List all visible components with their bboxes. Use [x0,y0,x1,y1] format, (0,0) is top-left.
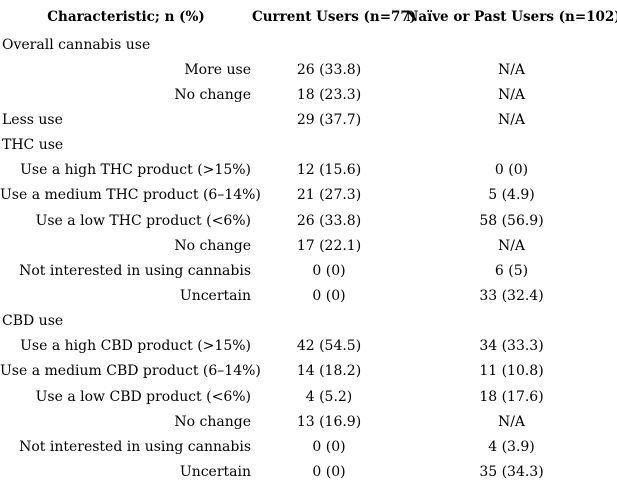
table-row: THC use [0,133,617,158]
naive-past-users-cell: N/A [497,86,526,103]
naive-past-users-cell: N/A [497,237,526,254]
table-header: Characteristic; n (%) Current Users (n=7… [0,0,617,32]
current-users-cell: 0 (0) [312,438,346,455]
current-users-cell: 0 (0) [312,262,346,279]
table-row: Use a high CBD product (>15%) 42 (54.5) 34… [0,334,617,359]
table-row: No change 18 (23.3) N/A [0,82,617,107]
row-label: No change [174,86,251,103]
current-users-cell: 14 (18.2) [296,363,362,380]
row-label: THC use [2,137,64,154]
table-row: No change 13 (16.9) N/A [0,409,617,434]
current-users-cell: 4 (5.2) [305,388,353,405]
table-row: Overall cannabis use [0,32,617,57]
table-row: Use a low THC product (<6%) 26 (33.8) 58 (… [0,208,617,233]
current-users-cell: 26 (33.8) [296,61,362,78]
current-users-cell: 21 (27.3) [296,187,362,204]
current-users-cell: 0 (0) [312,287,346,304]
row-label: Less use [2,111,63,128]
naive-past-users-cell: N/A [497,61,526,78]
current-users-cell: 13 (16.9) [296,413,362,430]
naive-past-users-cell: 58 (56.9) [479,212,544,229]
current-users-cell: 42 (54.5) [296,338,362,355]
naive-past-users-cell: 18 (17.6) [479,388,544,405]
row-label: Use a medium CBD product (6–14%) [0,363,261,380]
current-users-cell: 17 (22.1) [296,237,362,254]
row-label: Use a medium THC product (6–14%) [0,187,261,204]
row-label: No change [174,237,251,254]
naive-past-users-cell: 35 (34.3) [479,463,544,480]
table-row: Uncertain 0 (0) 33 (32.4) [0,283,617,308]
naive-past-users-cell: 4 (3.9) [488,438,535,455]
current-users-cell: 26 (33.8) [296,212,362,229]
table-row: Not interested in using cannabis 0 (0) 6 (… [0,258,617,283]
current-users-cell [252,309,406,334]
current-users-cell: 29 (37.7) [296,111,362,128]
row-label: Use a low CBD product (<6%) [35,388,251,405]
naive-past-users-cell: 5 (4.9) [488,187,535,204]
current-users-cell [252,32,406,57]
naive-past-users-cell [406,309,617,334]
col-header-characteristic: Characteristic; n (%) [47,9,205,25]
col-header-current-users: Current Users (n=77) [252,9,417,25]
table-row: Use a high THC product (>15%) 12 (15.6) 0 … [0,158,617,183]
row-label: Uncertain [179,287,251,304]
naive-past-users-cell: 11 (10.8) [479,363,544,380]
row-label: Not interested in using cannabis [19,262,251,279]
row-label: Uncertain [179,463,251,480]
row-label: More use [184,61,251,78]
current-users-cell: 12 (15.6) [296,162,362,179]
row-label: Use a high THC product (>15%) [20,162,251,179]
naive-past-users-cell: N/A [497,111,526,128]
table-body: Overall cannabis use More use 26 (33.8) N/A… [0,32,617,483]
row-label: CBD use [2,313,64,330]
table-row: Uncertain 0 (0) 35 (34.3) [0,459,617,483]
row-label: Not interested in using cannabis [19,438,251,455]
table-row: Use a low CBD product (<6%) 4 (5.2) 18 (17… [0,384,617,409]
naive-past-users-cell: 33 (32.4) [479,287,544,304]
table-row: Use a medium CBD product (6–14%) 14 (18.2… [0,359,617,384]
row-label: Overall cannabis use [2,36,151,53]
current-users-cell [252,133,406,158]
naive-past-users-cell [406,32,617,57]
naive-past-users-cell: 0 (0) [494,162,529,179]
col-header-naive-past-users: Naïve or Past Users (n=102) [406,9,617,25]
header-row: Characteristic; n (%) Current Users (n=7… [0,0,617,32]
row-label: Use a high CBD product (>15%) [20,338,251,355]
row-label: Use a low THC product (<6%) [35,212,251,229]
naive-past-users-cell: N/A [497,413,526,430]
current-users-cell: 0 (0) [312,463,346,480]
naive-past-users-cell [406,133,617,158]
table-row: Less use 29 (37.7) N/A [0,107,617,132]
table-row: No change 17 (22.1) N/A [0,233,617,258]
table-row: CBD use [0,309,617,334]
current-users-cell: 18 (23.3) [296,86,362,103]
naive-past-users-cell: 34 (33.3) [479,338,544,355]
row-label: No change [174,413,251,430]
table-row: Not interested in using cannabis 0 (0) 4 (… [0,434,617,459]
table-row: Use a medium THC product (6–14%) 21 (27.3… [0,183,617,208]
table-row: More use 26 (33.8) N/A [0,57,617,82]
naive-past-users-cell: 6 (5) [494,262,529,279]
